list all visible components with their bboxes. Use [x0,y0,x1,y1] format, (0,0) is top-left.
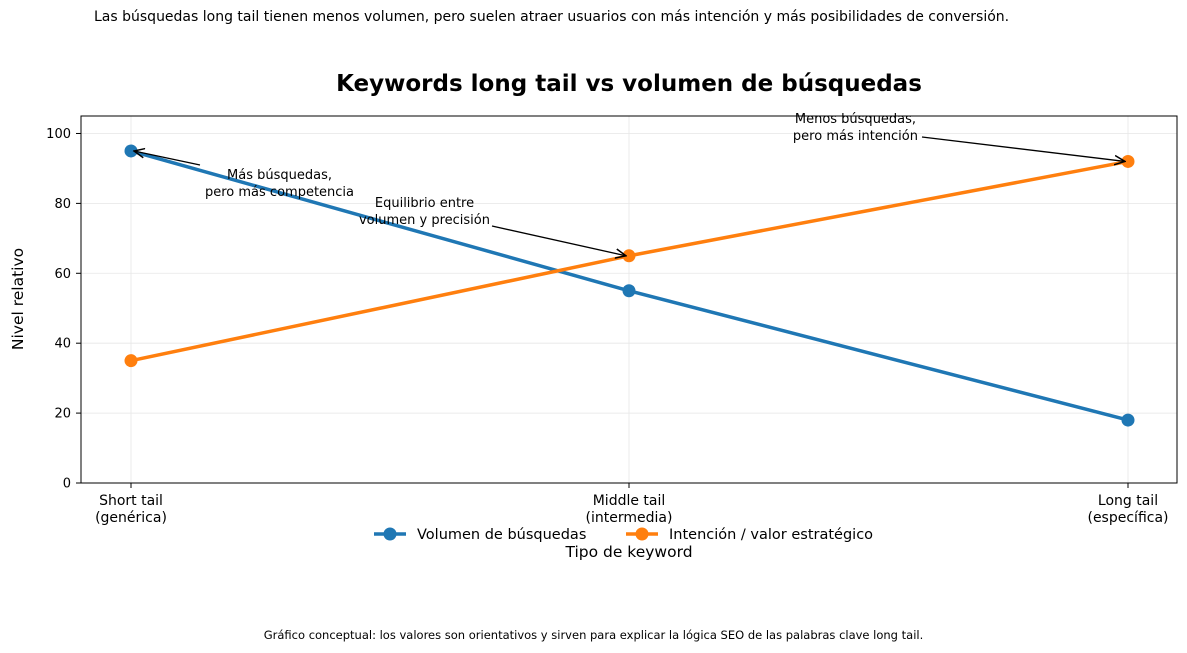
annotation-line: pero más competencia [205,185,354,200]
legend-label: Intención / valor estratégico [669,527,873,543]
y-axis-label: Nivel relativo [9,248,27,350]
annotation: Más búsquedas, pero más competencia [134,151,354,200]
annotation-line: volumen y precisión [359,213,490,228]
data-point [124,354,138,368]
annotations: Más búsquedas, pero más competencia Equili… [134,112,1125,256]
x-tick-label-line: Long tail [1098,493,1158,509]
annotation-arrow [491,225,626,256]
x-tick-label-line: (genérica) [95,510,167,526]
x-tick-label-line: Middle tail [593,493,666,509]
chart-footnote: Gráfico conceptual: los valores son orie… [263,628,924,642]
legend-swatch-marker [635,527,649,541]
y-tick-label: 80 [54,197,71,212]
annotation: Menos búsquedas, pero más intención [793,112,1125,161]
y-tick-label: 40 [54,337,71,352]
x-tick-label: Long tail (específica) [1087,493,1168,526]
x-tick-label: Short tail (genérica) [95,493,167,526]
y-tick-label: 0 [63,477,71,492]
legend-swatch-marker [383,527,397,541]
chart-subtitle: Las búsquedas long tail tienen menos vol… [94,9,1010,25]
data-point [622,284,636,298]
x-tick-label-line: (intermedia) [586,510,673,526]
annotation: Equilibrio entre volumen y precisión [359,196,626,256]
x-tick-label: Middle tail (intermedia) [586,493,673,526]
axis-ticks: 0 20 40 60 80 100 Short tail (genérica) Middle t… [46,127,1168,526]
annotation-arrow [134,151,201,166]
annotation-line: Equilibrio entre [375,196,474,211]
y-tick-label: 60 [54,267,71,282]
x-tick-label-line: (específica) [1087,510,1168,526]
x-tick-label-line: Short tail [99,493,163,509]
legend-label: Volumen de búsquedas [417,527,586,543]
y-tick-label: 100 [46,127,71,142]
legend: Volumen de búsquedas Intención / valor es… [374,527,873,543]
annotation-line: Más búsquedas, [227,168,332,183]
annotation-text: Menos búsquedas, pero más intención [793,112,918,144]
y-tick-label: 20 [54,407,71,422]
x-axis-label: Tipo de keyword [564,543,692,561]
data-point [1121,413,1135,427]
legend-item: Intención / valor estratégico [626,527,873,543]
annotation-line: pero más intención [793,129,918,144]
annotation-line: Menos búsquedas, [795,112,916,127]
legend-item: Volumen de búsquedas [374,527,586,543]
chart-title: Keywords long tail vs volumen de búsqued… [336,71,922,97]
annotation-arrow [921,136,1125,161]
annotation-text: Equilibrio entre volumen y precisión [359,196,490,228]
annotation-text: Más búsquedas, pero más competencia [205,168,354,200]
